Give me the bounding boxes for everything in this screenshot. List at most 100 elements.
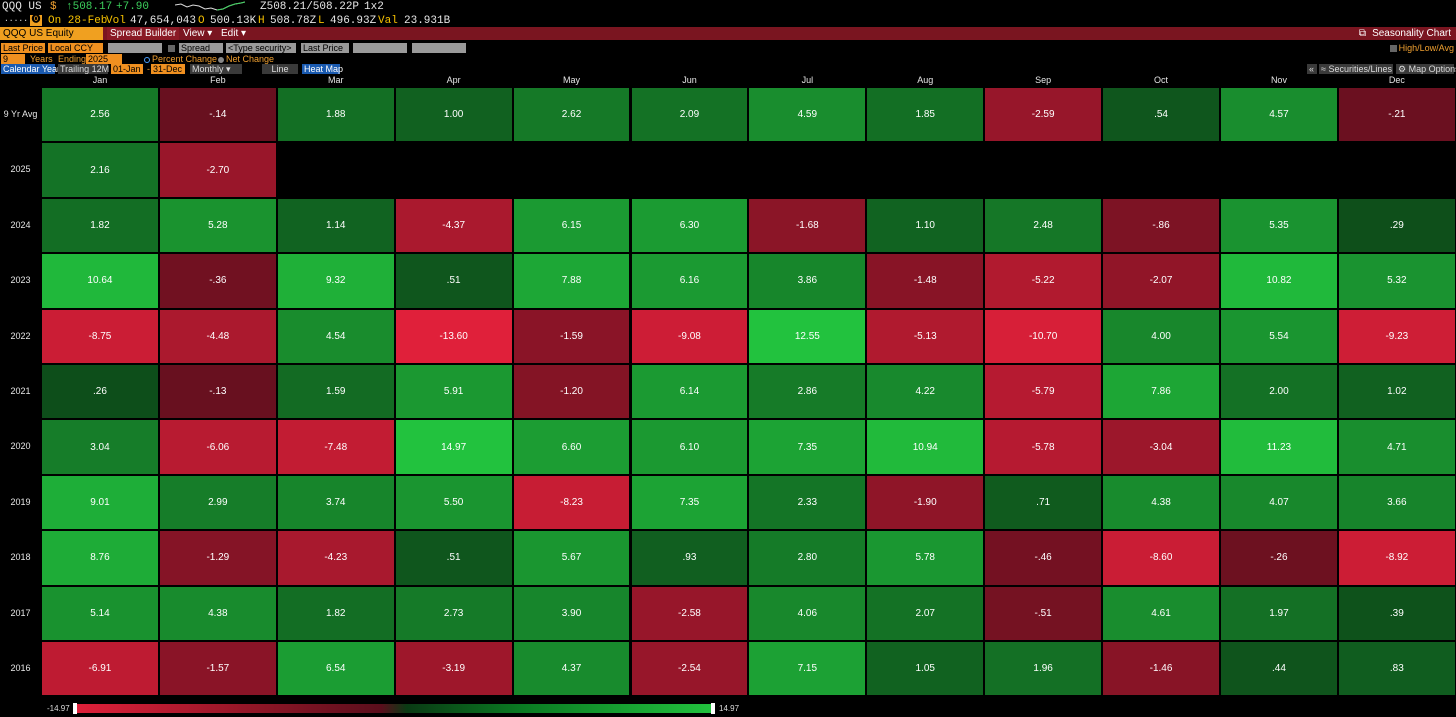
heat-cell[interactable]: 1.82 xyxy=(41,197,159,254)
heat-cell[interactable]: 10.94 xyxy=(866,419,985,475)
heat-cell[interactable]: 6.54 xyxy=(276,641,395,697)
heat-cell[interactable]: -8.60 xyxy=(1102,530,1220,586)
heat-cell[interactable]: 2.86 xyxy=(748,364,867,420)
heat-cell[interactable]: .29 xyxy=(1337,197,1456,254)
legend-right-handle[interactable] xyxy=(711,703,715,714)
heat-cell[interactable]: -.14 xyxy=(158,87,277,143)
heat-cell[interactable]: -1.90 xyxy=(866,474,985,531)
heat-cell[interactable]: 2.80 xyxy=(748,530,867,586)
heat-cell[interactable]: .39 xyxy=(1337,585,1456,641)
view-menu[interactable]: View ▾ xyxy=(183,28,213,39)
heat-cell[interactable]: 3.04 xyxy=(41,419,159,475)
heat-cell[interactable]: 4.37 xyxy=(512,641,631,697)
heat-cell[interactable]: -2.59 xyxy=(984,87,1103,143)
heat-cell[interactable]: -.51 xyxy=(984,585,1103,641)
heat-cell[interactable]: 1.96 xyxy=(984,641,1103,697)
heat-cell[interactable]: 5.67 xyxy=(512,530,631,586)
heat-cell[interactable]: -1.46 xyxy=(1102,641,1220,697)
heat-cell[interactable]: -1.48 xyxy=(866,253,985,309)
heat-cell[interactable]: -1.59 xyxy=(512,308,631,364)
heat-cell[interactable]: 6.60 xyxy=(512,419,631,475)
heat-cell[interactable]: 2.99 xyxy=(158,474,277,531)
heat-cell[interactable]: 2.48 xyxy=(984,197,1103,254)
heat-cell[interactable]: 9.01 xyxy=(41,474,159,531)
heat-cell[interactable]: .93 xyxy=(630,530,749,586)
heat-cell[interactable]: 1.97 xyxy=(1220,585,1338,641)
heat-cell[interactable]: 5.50 xyxy=(394,474,513,531)
heat-cell[interactable]: 7.35 xyxy=(748,419,867,475)
heat-cell[interactable]: 2.56 xyxy=(41,87,159,143)
heat-cell[interactable]: 6.10 xyxy=(630,419,749,475)
heat-cell[interactable]: .71 xyxy=(984,474,1103,531)
frequency-select[interactable]: Monthly ▾ xyxy=(190,64,242,74)
edit-menu[interactable]: Edit ▾ xyxy=(221,28,247,39)
heat-cell[interactable]: 5.32 xyxy=(1337,253,1456,309)
heat-cell[interactable]: 4.07 xyxy=(1220,474,1338,531)
trailing-12m-tab[interactable]: Trailing 12M xyxy=(58,64,110,74)
heat-cell[interactable]: -1.57 xyxy=(158,641,277,697)
heat-cell[interactable]: -.36 xyxy=(158,253,277,309)
heat-cell[interactable]: 4.71 xyxy=(1337,419,1456,475)
collapse-button[interactable]: « xyxy=(1307,64,1317,74)
net-change-radio[interactable]: Net Change xyxy=(216,54,276,64)
heat-cell[interactable]: 10.64 xyxy=(41,253,159,309)
heat-cell[interactable]: -6.06 xyxy=(158,419,277,475)
heat-cell[interactable]: 2.16 xyxy=(41,142,159,198)
spread-select[interactable]: Spread xyxy=(179,43,223,53)
heat-cell[interactable]: -4.23 xyxy=(276,530,395,586)
heat-cell[interactable]: -5.13 xyxy=(866,308,985,364)
heat-cell[interactable]: -4.48 xyxy=(158,308,277,364)
heat-cell[interactable]: 4.22 xyxy=(866,364,985,420)
heat-cell[interactable]: 3.86 xyxy=(748,253,867,309)
heat-cell[interactable]: -1.20 xyxy=(512,364,631,420)
heat-cell[interactable]: 5.54 xyxy=(1220,308,1338,364)
heat-cell[interactable]: 1.82 xyxy=(276,585,395,641)
heat-cell[interactable]: 8.76 xyxy=(41,530,159,586)
heat-cell[interactable]: -.26 xyxy=(1220,530,1338,586)
heat-cell[interactable]: 5.78 xyxy=(866,530,985,586)
heat-cell[interactable]: -8.92 xyxy=(1337,530,1456,586)
heat-cell[interactable]: -7.48 xyxy=(276,419,395,475)
heat-cell[interactable]: 4.38 xyxy=(1102,474,1220,531)
heat-cell[interactable]: 12.55 xyxy=(748,308,867,364)
heat-cell[interactable]: .51 xyxy=(394,530,513,586)
blank-select-3[interactable] xyxy=(412,43,466,53)
heat-cell[interactable]: 9.32 xyxy=(276,253,395,309)
heat-cell[interactable]: -.21 xyxy=(1337,87,1456,143)
heat-cell[interactable]: -1.68 xyxy=(748,197,867,254)
heat-cell[interactable]: 5.28 xyxy=(158,197,277,254)
heat-cell[interactable]: .83 xyxy=(1337,641,1456,697)
legend-left-handle[interactable] xyxy=(73,703,77,714)
price-field-select[interactable]: Last Price xyxy=(1,43,45,53)
heat-cell[interactable]: -.13 xyxy=(158,364,277,420)
heat-cell[interactable]: 7.35 xyxy=(630,474,749,531)
heat-cell[interactable]: 1.14 xyxy=(276,197,395,254)
heat-cell[interactable]: -9.08 xyxy=(630,308,749,364)
heat-cell[interactable]: 2.62 xyxy=(512,87,631,143)
line-view-tab[interactable]: Line xyxy=(262,64,298,74)
heat-cell[interactable]: 4.61 xyxy=(1102,585,1220,641)
heat-cell[interactable]: 7.88 xyxy=(512,253,631,309)
heat-cell[interactable]: 4.59 xyxy=(748,87,867,143)
heat-cell[interactable]: -3.04 xyxy=(1102,419,1220,475)
heat-cell[interactable]: .51 xyxy=(394,253,513,309)
heat-cell[interactable]: -8.75 xyxy=(41,308,159,364)
heat-cell[interactable]: 4.54 xyxy=(276,308,395,364)
heat-cell[interactable]: 10.82 xyxy=(1220,253,1338,309)
start-date-field[interactable]: 01-Jan xyxy=(111,64,143,74)
end-date-field[interactable]: 31-Dec xyxy=(151,64,185,74)
spread-checkbox[interactable] xyxy=(166,43,179,53)
heat-cell[interactable]: -10.70 xyxy=(984,308,1103,364)
heat-cell[interactable]: 6.30 xyxy=(630,197,749,254)
heat-cell[interactable]: -.46 xyxy=(984,530,1103,586)
type-security-input[interactable]: <Type security> xyxy=(226,43,296,53)
heat-cell[interactable]: 1.85 xyxy=(866,87,985,143)
heat-cell[interactable]: -4.37 xyxy=(394,197,513,254)
heat-cell[interactable]: 1.02 xyxy=(1337,364,1456,420)
heat-cell[interactable]: -5.79 xyxy=(984,364,1103,420)
heat-cell[interactable]: 1.59 xyxy=(276,364,395,420)
heat-cell[interactable]: -2.54 xyxy=(630,641,749,697)
heat-cell[interactable]: 4.38 xyxy=(158,585,277,641)
blank-select-1[interactable] xyxy=(108,43,162,53)
percent-change-radio[interactable]: Percent Change xyxy=(142,54,219,64)
